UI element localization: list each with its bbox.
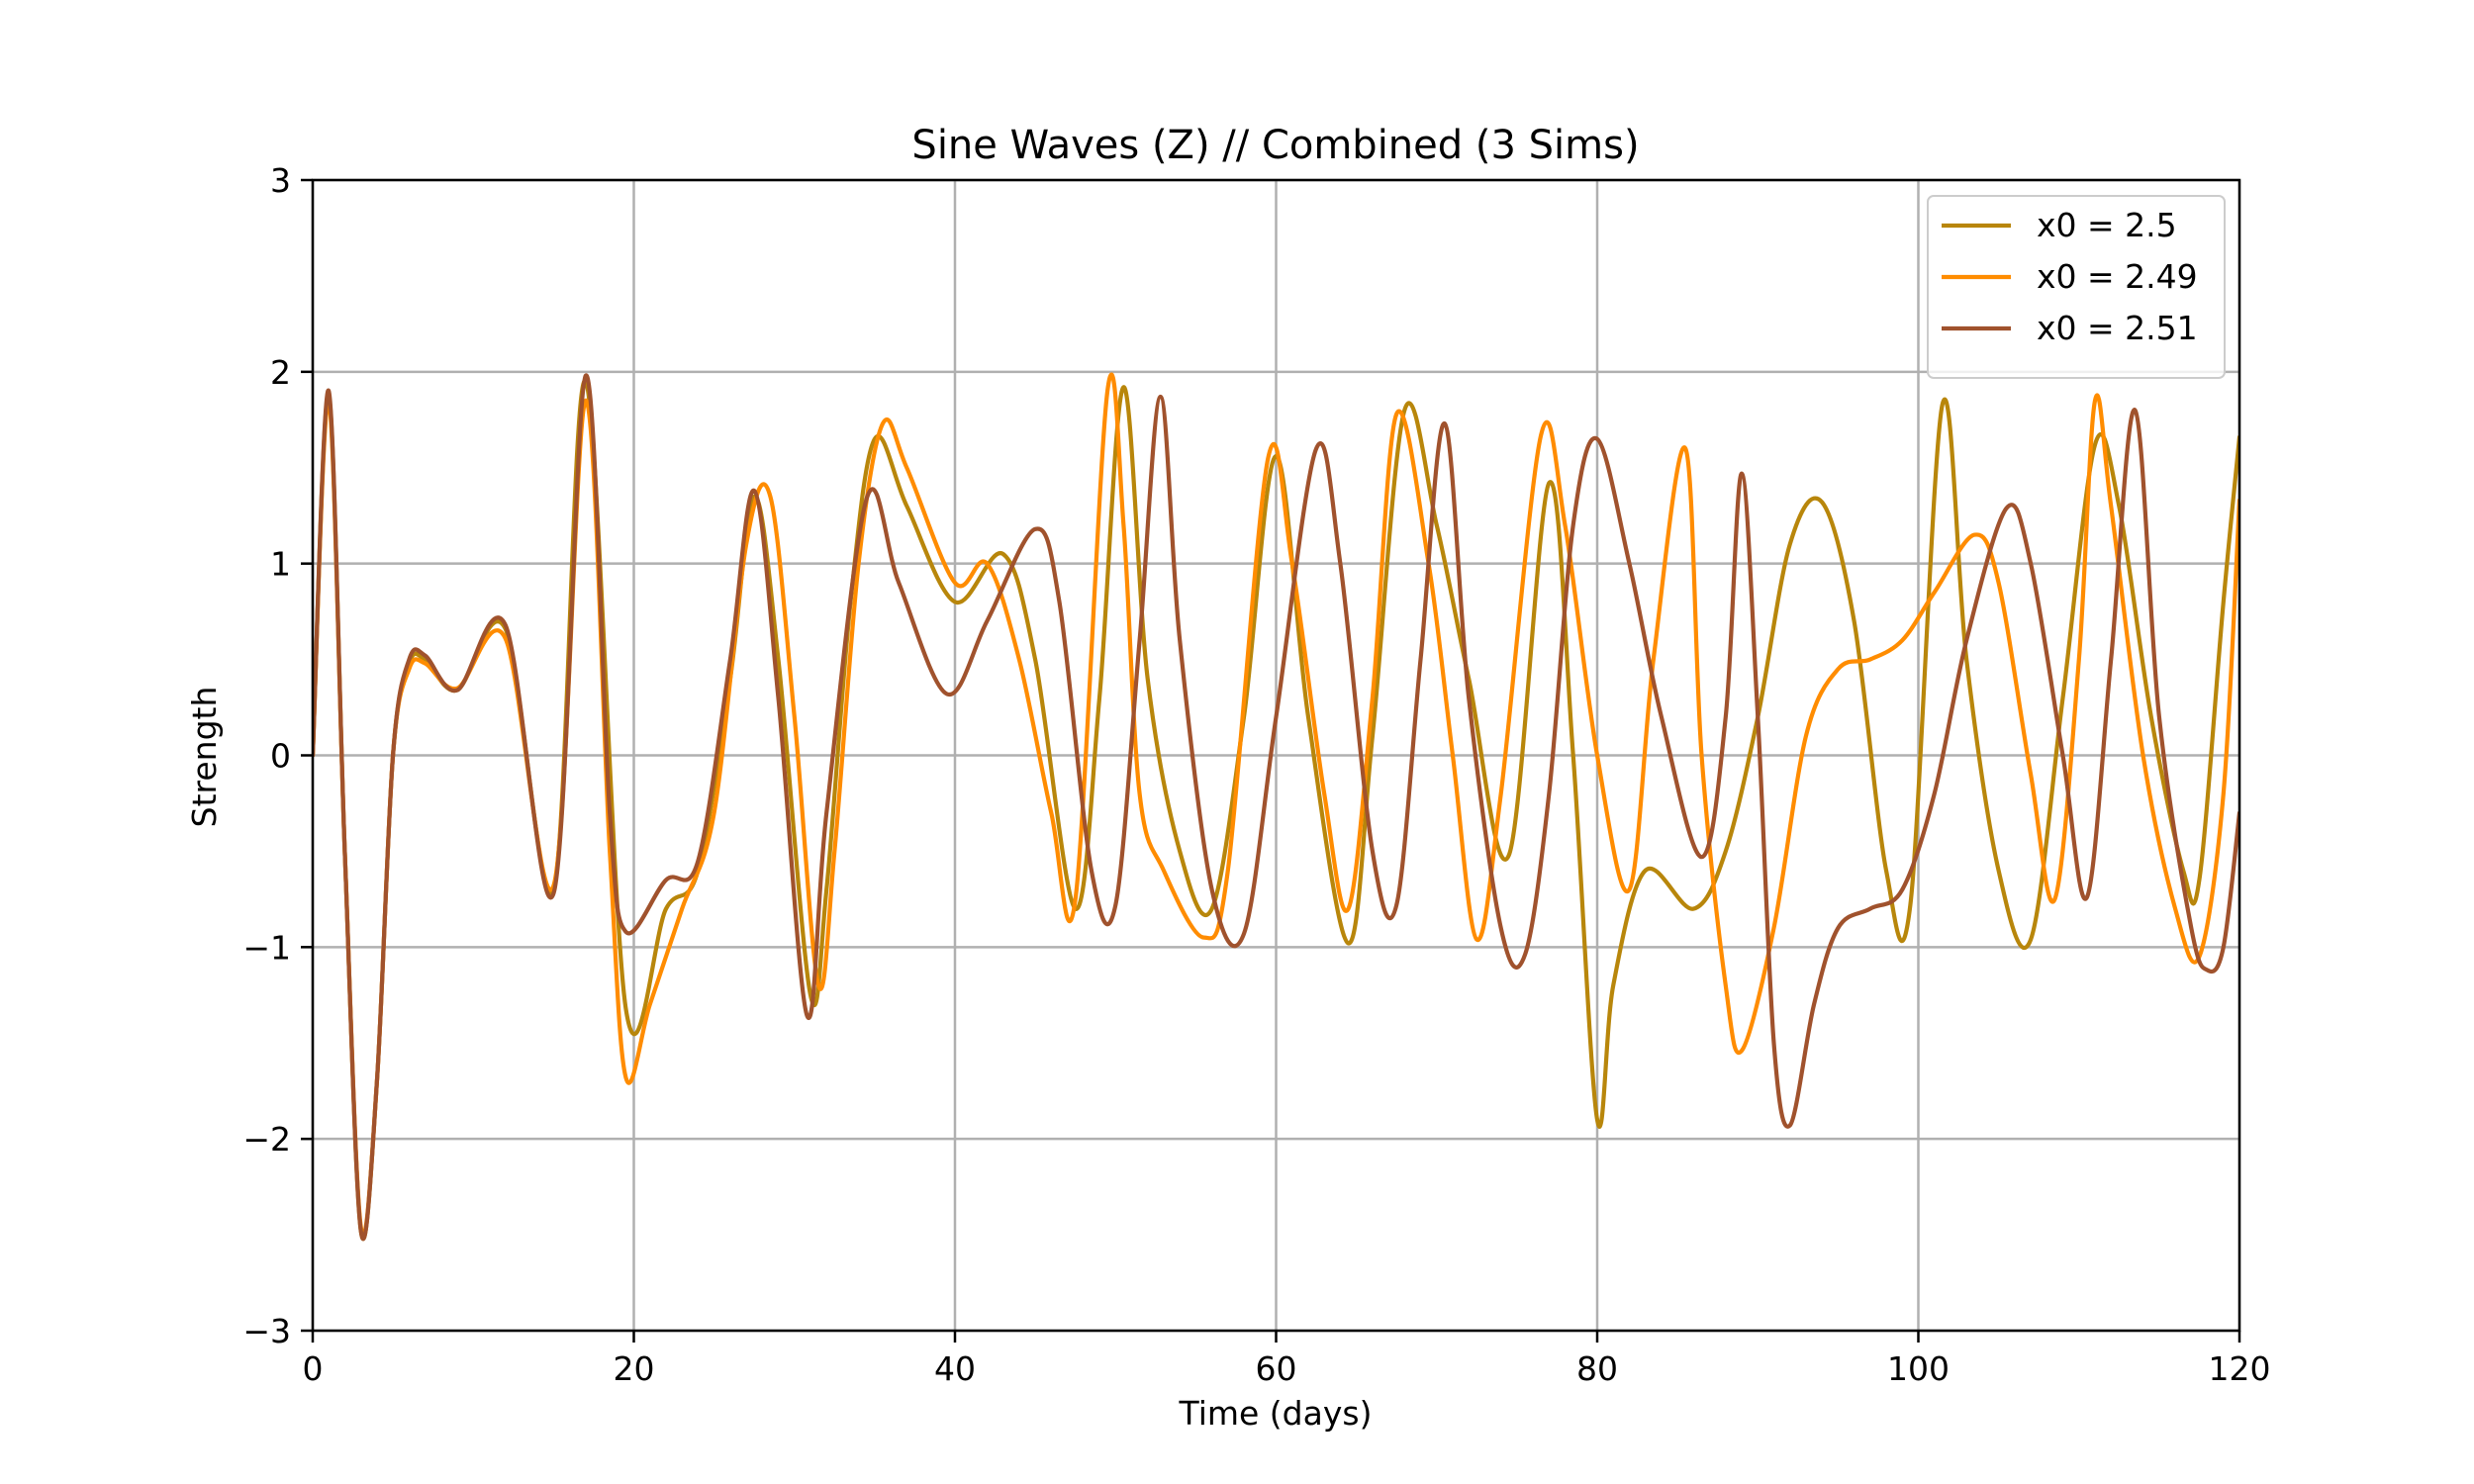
x-tick-label: 80 (1576, 1349, 1618, 1388)
x-tick-label: 0 (303, 1349, 324, 1388)
y-tick-label: 0 (270, 737, 291, 776)
legend-label: x0 = 2.49 (2037, 257, 2198, 296)
y-axis-label: Strength (185, 687, 224, 828)
chart-title: Sine Waves (Z) // Combined (3 Sims) (911, 123, 1639, 168)
series-lines (313, 372, 2239, 1242)
legend-box (1927, 195, 2226, 379)
x-axis-label: Time (days) (1179, 1394, 1373, 1433)
y-tick-label: 1 (270, 545, 291, 584)
y-tick-label: −1 (242, 928, 291, 967)
x-tick-label: 60 (1256, 1349, 1297, 1388)
x-tick-label: 40 (934, 1349, 976, 1388)
legend-label: x0 = 2.51 (2037, 309, 2198, 347)
y-tick-label: −2 (242, 1120, 291, 1159)
y-tick-label: 2 (270, 353, 291, 392)
y-tick-label: −3 (242, 1312, 291, 1350)
y-tick-label: 3 (270, 161, 291, 200)
axis-ticks: 0 20 40 60 80 100 120 −3 −2 −1 0 1 2 3 (242, 161, 2270, 1388)
series-line-3 (313, 373, 2239, 1242)
x-tick-label: 120 (2209, 1349, 2271, 1388)
x-tick-label: 100 (1887, 1349, 1950, 1388)
x-tick-label: 20 (614, 1349, 655, 1388)
legend-label: x0 = 2.5 (2037, 206, 2177, 244)
legend: x0 = 2.5 x0 = 2.49 x0 = 2.51 (1927, 195, 2226, 379)
